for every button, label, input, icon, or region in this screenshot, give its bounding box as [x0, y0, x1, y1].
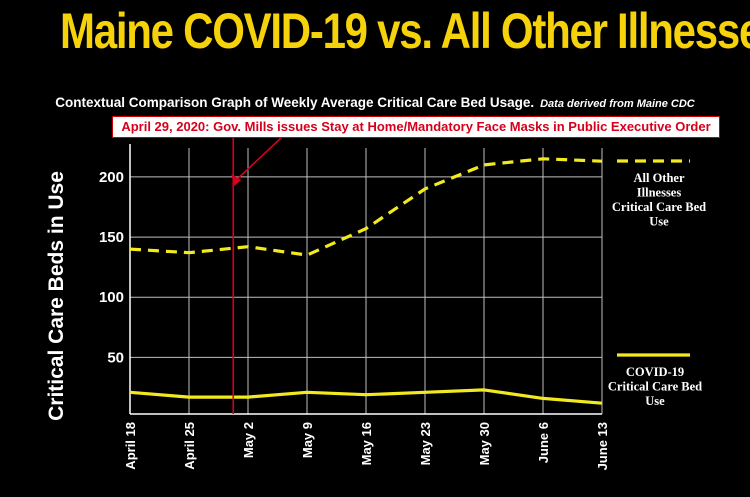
subtitle-text: Contextual Comparison Graph of Weekly Av…	[55, 95, 535, 110]
legend-label: Use	[649, 215, 669, 229]
chart-subtitle: Contextual Comparison Graph of Weekly Av…	[0, 95, 750, 110]
y-tick-label: 200	[99, 169, 124, 186]
legend-label: COVID-19	[626, 365, 684, 379]
annotation-callout: April 29, 2020: Gov. Mills issues Stay a…	[112, 116, 720, 138]
axes	[129, 144, 602, 415]
legend-label: Critical Care Bed	[612, 200, 706, 214]
legend-label: Illnesses	[637, 186, 682, 200]
tick-labels: 50 100 150 200 April 18 April 25 May 2 May 9 May…	[99, 169, 610, 471]
chart-title: Maine COVID-19 vs. All Other Illnesses	[60, 3, 750, 59]
legend-label: Critical Care Bed	[608, 380, 702, 394]
x-tick-label: June 6	[536, 422, 551, 463]
annotation-arrow-head	[231, 174, 242, 186]
x-tick-label: May 23	[418, 422, 433, 465]
series-line-covid	[129, 388, 603, 405]
y-tick-label: 150	[99, 229, 124, 246]
y-tick-label: 50	[107, 349, 124, 366]
x-tick-label: June 13	[595, 422, 610, 470]
event-marker	[231, 136, 283, 414]
annotation-arrow-shaft	[235, 136, 283, 181]
legend-label: Use	[645, 394, 665, 408]
series-lines	[129, 157, 603, 405]
x-tick-label: May 16	[359, 422, 374, 465]
x-tick-label: May 9	[300, 422, 315, 458]
legend-label: All Other	[633, 171, 684, 185]
x-tick-label: April 25	[182, 422, 197, 470]
data-source-note: Data derived from Maine CDC	[540, 98, 695, 110]
grid	[129, 148, 603, 414]
x-tick-label: May 2	[241, 422, 256, 458]
series-line-other-illnesses	[129, 157, 603, 257]
x-tick-label: April 18	[123, 422, 138, 470]
y-tick-label: 100	[99, 289, 124, 306]
x-tick-label: May 30	[477, 422, 492, 465]
y-axis-label: Critical Care Beds in Use	[45, 171, 68, 421]
